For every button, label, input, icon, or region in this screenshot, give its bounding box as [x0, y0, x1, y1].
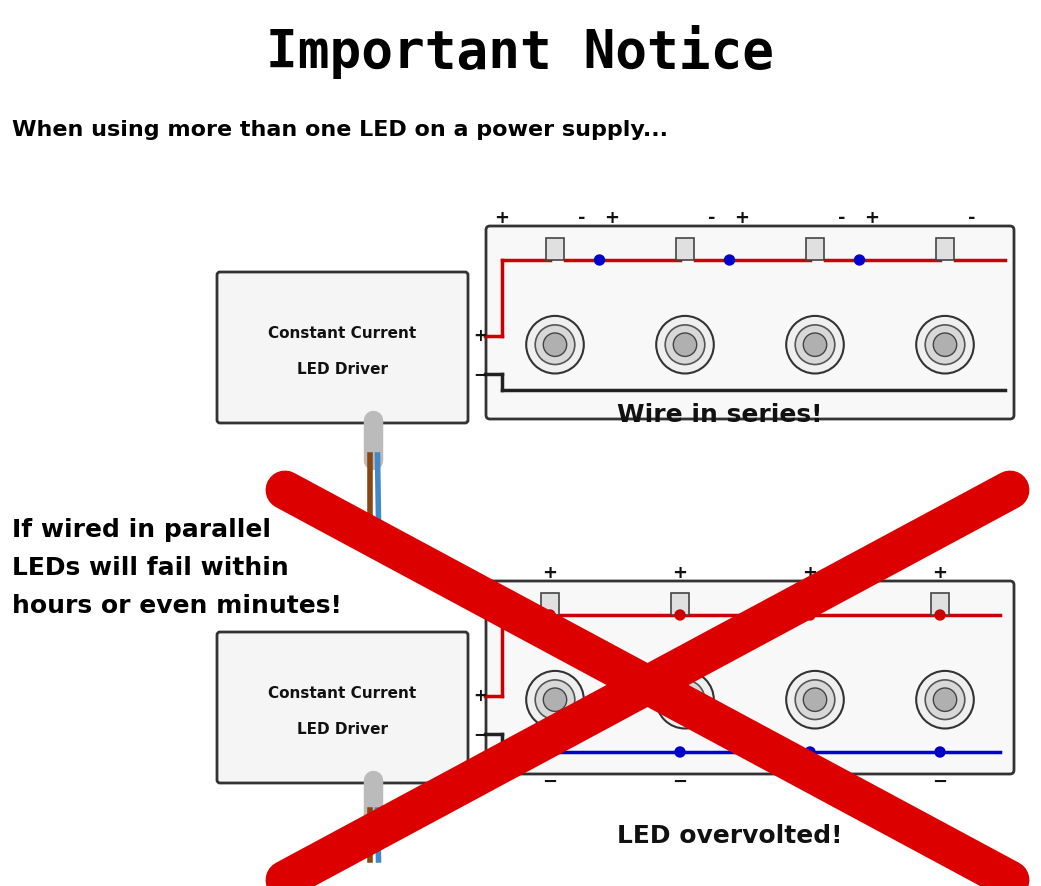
FancyBboxPatch shape — [486, 581, 1014, 774]
Text: LED Driver: LED Driver — [297, 722, 388, 737]
Text: −: − — [803, 773, 817, 791]
Circle shape — [805, 610, 815, 620]
Text: LED Driver: LED Driver — [297, 361, 388, 377]
Circle shape — [656, 671, 714, 728]
Circle shape — [665, 325, 705, 364]
Circle shape — [925, 680, 965, 719]
Text: Important Notice: Important Notice — [266, 25, 775, 79]
Circle shape — [925, 325, 965, 364]
Text: +: + — [735, 209, 750, 227]
Circle shape — [545, 610, 555, 620]
Text: -: - — [708, 209, 716, 227]
Circle shape — [594, 255, 605, 265]
Circle shape — [526, 671, 584, 728]
Circle shape — [656, 316, 714, 374]
Circle shape — [805, 747, 815, 757]
Circle shape — [804, 688, 827, 711]
Circle shape — [674, 688, 696, 711]
Circle shape — [725, 255, 735, 265]
Bar — [806, 238, 824, 260]
Text: -: - — [968, 209, 975, 227]
Circle shape — [804, 333, 827, 356]
Text: −: − — [933, 773, 947, 791]
FancyBboxPatch shape — [486, 226, 1014, 419]
Text: +: + — [933, 564, 947, 582]
Circle shape — [675, 747, 685, 757]
Text: +: + — [672, 564, 687, 582]
Bar — [676, 238, 694, 260]
Circle shape — [675, 610, 685, 620]
Text: Constant Current: Constant Current — [269, 686, 416, 701]
FancyBboxPatch shape — [217, 632, 468, 783]
Circle shape — [795, 680, 835, 719]
Text: +: + — [473, 327, 487, 345]
Text: −: − — [672, 773, 687, 791]
Circle shape — [855, 255, 864, 265]
Circle shape — [934, 333, 957, 356]
Circle shape — [665, 680, 705, 719]
Text: −: − — [473, 365, 487, 383]
Text: When using more than one LED on a power supply...: When using more than one LED on a power … — [12, 120, 668, 140]
Text: +: + — [605, 209, 619, 227]
Bar — [801, 593, 819, 615]
Text: Wire in series!: Wire in series! — [617, 403, 822, 427]
Bar — [931, 593, 949, 615]
Text: If wired in parallel: If wired in parallel — [12, 518, 271, 542]
Text: hours or even minutes!: hours or even minutes! — [12, 594, 341, 618]
Text: -: - — [578, 209, 586, 227]
Text: -: - — [838, 209, 845, 227]
Bar — [936, 238, 954, 260]
Circle shape — [916, 316, 973, 374]
Text: +: + — [803, 564, 817, 582]
Circle shape — [526, 316, 584, 374]
Bar — [671, 593, 689, 615]
Circle shape — [543, 688, 566, 711]
Circle shape — [935, 610, 945, 620]
Bar — [541, 593, 559, 615]
Circle shape — [916, 671, 973, 728]
Text: LED overvolted!: LED overvolted! — [617, 824, 843, 848]
Circle shape — [545, 747, 555, 757]
Circle shape — [934, 688, 957, 711]
Text: +: + — [473, 687, 487, 705]
Circle shape — [535, 680, 575, 719]
Circle shape — [543, 333, 566, 356]
Circle shape — [786, 316, 844, 374]
Text: −: − — [542, 773, 558, 791]
Text: LEDs will fail within: LEDs will fail within — [12, 556, 288, 580]
Bar — [545, 238, 564, 260]
Circle shape — [786, 671, 844, 728]
Circle shape — [535, 325, 575, 364]
Circle shape — [795, 325, 835, 364]
Text: +: + — [542, 564, 558, 582]
Text: +: + — [494, 209, 509, 227]
Text: +: + — [864, 209, 880, 227]
FancyBboxPatch shape — [217, 272, 468, 423]
Text: Constant Current: Constant Current — [269, 325, 416, 340]
Circle shape — [674, 333, 696, 356]
Circle shape — [935, 747, 945, 757]
Text: −: − — [473, 725, 487, 742]
